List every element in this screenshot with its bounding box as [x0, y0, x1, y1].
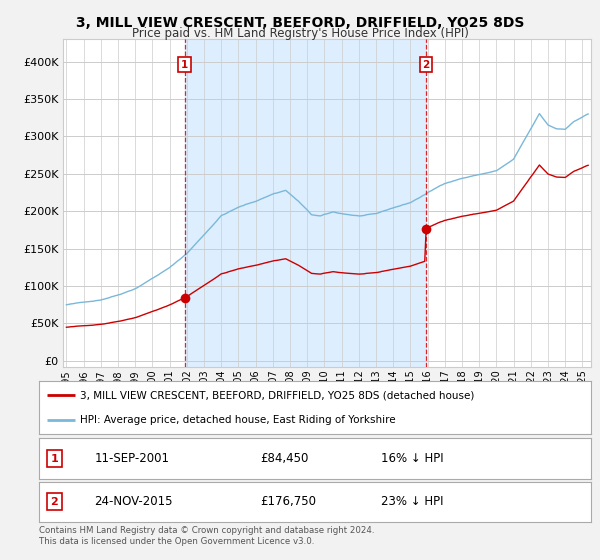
Text: Price paid vs. HM Land Registry's House Price Index (HPI): Price paid vs. HM Land Registry's House …	[131, 27, 469, 40]
Text: 3, MILL VIEW CRESCENT, BEEFORD, DRIFFIELD, YO25 8DS: 3, MILL VIEW CRESCENT, BEEFORD, DRIFFIEL…	[76, 16, 524, 30]
Text: 16% ↓ HPI: 16% ↓ HPI	[381, 452, 444, 465]
Text: £176,750: £176,750	[260, 495, 316, 508]
Text: £84,450: £84,450	[260, 452, 308, 465]
Text: HPI: Average price, detached house, East Riding of Yorkshire: HPI: Average price, detached house, East…	[80, 414, 396, 424]
Bar	[185, 39, 426, 367]
Text: 2: 2	[422, 59, 430, 69]
Text: 3, MILL VIEW CRESCENT, BEEFORD, DRIFFIELD, YO25 8DS (detached house): 3, MILL VIEW CRESCENT, BEEFORD, DRIFFIEL…	[80, 390, 475, 400]
Text: 23% ↓ HPI: 23% ↓ HPI	[381, 495, 444, 508]
Text: Contains HM Land Registry data © Crown copyright and database right 2024.
This d: Contains HM Land Registry data © Crown c…	[39, 526, 374, 546]
Text: 2: 2	[50, 497, 58, 507]
Text: 1: 1	[50, 454, 58, 464]
Text: 24-NOV-2015: 24-NOV-2015	[94, 495, 173, 508]
Text: 11-SEP-2001: 11-SEP-2001	[94, 452, 169, 465]
Text: 1: 1	[181, 59, 188, 69]
